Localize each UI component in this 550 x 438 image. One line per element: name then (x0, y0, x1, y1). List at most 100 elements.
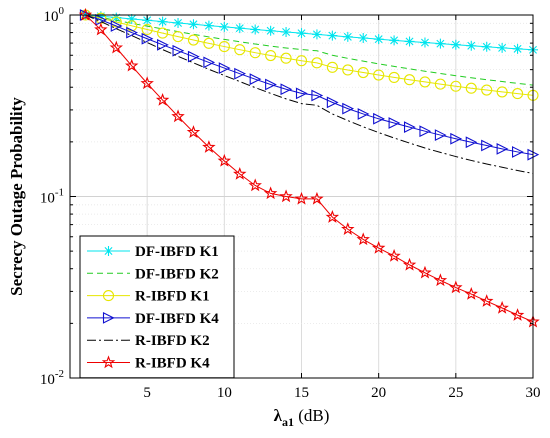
data-point (218, 41, 230, 53)
legend-item: DF-IBFD K1 (87, 244, 219, 260)
data-point (327, 30, 338, 41)
x-tick-label: 15 (294, 385, 309, 401)
data-point (325, 210, 340, 223)
data-point (311, 29, 322, 40)
legend-label: R-IBFD K1 (135, 289, 210, 305)
series-4 (79, 9, 540, 161)
data-point (434, 78, 446, 90)
data-point (95, 13, 108, 26)
data-point (310, 191, 324, 205)
data-point (111, 12, 122, 23)
data-point (389, 35, 400, 46)
data-point (187, 34, 200, 46)
legend-label: R-IBFD K2 (135, 333, 210, 349)
x-tick-label: 10 (217, 385, 232, 401)
data-point (342, 31, 353, 42)
data-point (402, 257, 417, 271)
data-point (357, 108, 370, 120)
series-6 (78, 7, 540, 328)
data-point (479, 294, 494, 307)
data-point (110, 20, 123, 32)
data-point (203, 20, 214, 31)
series-line (85, 14, 534, 174)
legend-marker (101, 355, 116, 369)
data-point (279, 189, 293, 203)
data-point (510, 308, 525, 321)
data-point (357, 66, 369, 79)
series-1 (80, 10, 538, 55)
y-tick-label-base: 10 (40, 191, 55, 207)
series-line (85, 14, 534, 96)
x-tick-label: 30 (526, 385, 541, 401)
data-point (388, 117, 401, 129)
legend-item: DF-IBFD K2 (87, 266, 219, 282)
data-point (465, 82, 477, 94)
data-point (465, 136, 478, 149)
y-axis-label: Secrecy Outage Probability (7, 97, 26, 296)
data-point (234, 44, 246, 56)
data-point (281, 27, 292, 38)
legend: DF-IBFD K1 DF-IBFD K2 R-IBFD K1 DF-IBFD K4 R… (79, 235, 235, 379)
data-point (295, 55, 308, 67)
data-point (157, 38, 169, 51)
data-point (155, 92, 170, 106)
data-point (295, 87, 308, 100)
y-tick-label: 100 (44, 5, 65, 25)
x-tick-label: 5 (143, 385, 151, 401)
data-point (248, 178, 262, 192)
data-point (433, 273, 448, 287)
data-point (326, 96, 339, 109)
x-axis-label-sub: a1 (282, 415, 294, 429)
data-point (172, 44, 185, 57)
data-point (249, 73, 262, 86)
data-point (358, 32, 369, 43)
data-point (157, 27, 169, 39)
data-point (449, 280, 463, 294)
data-point (95, 11, 106, 22)
data-point (172, 31, 184, 43)
y-tick-label-base: 10 (40, 372, 55, 388)
legend-label: DF-IBFD K1 (135, 244, 219, 260)
data-point (403, 121, 416, 134)
data-point (219, 21, 230, 32)
y-tick-label-exponent: 0 (59, 5, 65, 17)
data-point (404, 36, 415, 47)
data-point (265, 78, 277, 91)
data-point (141, 23, 153, 36)
x-axis-label-unit: (dB) (294, 406, 329, 425)
data-point (342, 102, 355, 115)
data-point (233, 166, 247, 180)
legend-item: DF-IBFD K4 (87, 311, 219, 327)
data-point (481, 41, 492, 52)
data-point (202, 140, 216, 153)
data-point (466, 40, 477, 51)
data-point (217, 153, 232, 167)
data-point (186, 125, 201, 138)
legend-label: R-IBFD K4 (135, 356, 210, 372)
data-point (419, 76, 431, 88)
data-point (419, 37, 430, 48)
data-point (157, 16, 168, 27)
data-point (294, 191, 309, 205)
data-point (450, 132, 463, 145)
series-layer (78, 7, 540, 328)
data-point (341, 222, 355, 235)
data-point (218, 62, 231, 74)
data-point (464, 286, 479, 300)
y-tick-label: 10-1 (40, 187, 64, 207)
y-tick-label-base: 10 (44, 9, 59, 25)
legend-box (79, 235, 235, 379)
data-point (450, 39, 461, 50)
x-axis-label-main: λ (274, 406, 283, 425)
legend-label: DF-IBFD K4 (135, 311, 219, 327)
data-point (481, 139, 493, 152)
legend-item: R-IBFD K1 (87, 289, 210, 305)
data-point (512, 146, 524, 158)
x-tick-label: 20 (371, 385, 386, 401)
data-point (126, 26, 138, 39)
data-point (403, 74, 416, 86)
data-point (203, 56, 216, 69)
data-point (342, 64, 354, 76)
